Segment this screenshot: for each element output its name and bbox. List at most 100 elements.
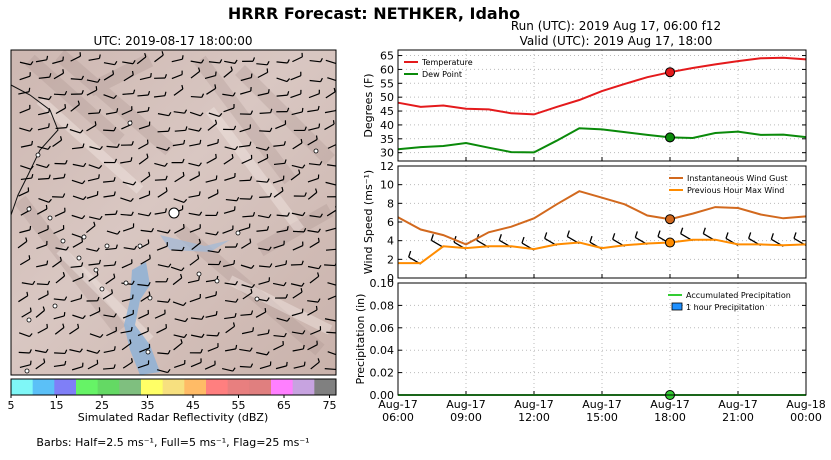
wind-barb [238,223,251,232]
wind-barb [155,277,169,283]
wind-barb [189,348,203,354]
wind-barb [18,291,29,303]
wind-barb [290,89,302,99]
wind-barb [327,164,336,167]
wind-barb [38,290,49,301]
wind-barb [120,157,133,164]
wind-barb [238,141,252,148]
wind-barb [154,162,168,167]
wind-barb [273,159,287,166]
wind-barb [174,224,185,234]
wind-barb [207,119,218,131]
wind-barb [86,78,101,83]
timeseries-barb [544,232,557,246]
wind-barb [52,56,64,65]
wind-barb [205,310,218,318]
y-axis-label: Wind Speed (ms⁻¹) [362,170,375,274]
y-tick-label: 60 [380,63,394,76]
y-tick-label: 50 [380,91,394,104]
wind-barb [34,348,49,354]
wind-barb [20,140,34,148]
wind-barb [36,204,48,215]
wind-barb [18,332,33,338]
wind-barb [103,191,116,198]
wind-barb [86,86,98,96]
x-tick-label-time: 15:00 [586,411,618,424]
wind-barb [137,90,151,97]
wind-barb [205,291,217,299]
wind-barbs [17,51,336,374]
wind-barb [257,153,269,164]
wind-barb [290,169,301,181]
wind-barb [157,187,168,198]
wind-barb [154,74,168,79]
wind-barb [103,177,116,183]
wind-barb [223,206,236,214]
wind-barb [307,188,318,200]
wind-barb [70,262,84,268]
y-tick-label: 45 [380,105,394,118]
valid-time-marker [665,237,675,248]
wind-barb [205,175,218,183]
wind-barb [105,273,116,285]
wind-barb [121,294,134,302]
wind-barb [272,175,285,184]
wind-barb [206,331,220,337]
city-marker [104,243,110,249]
wind-barb [223,260,236,268]
wind-barb [120,197,134,202]
wind-barb [70,100,80,112]
wind-barb [21,307,32,318]
wind-barb [137,327,149,337]
wind-barb [37,225,49,235]
x-tick-label-date: Aug-17 [514,398,553,411]
y-tick-label: 30 [380,147,394,160]
wind-barb [290,260,304,266]
y-tick-label: 4 [387,235,394,248]
y-tick-label: 65 [380,50,394,63]
city-marker [26,206,32,212]
colorbar-cell [76,379,99,395]
legend: Accumulated Precipitation 1 hour Precipit… [668,291,791,312]
wind-barb [36,280,51,286]
y-tick-label: 2 [387,253,394,266]
wind-barb [309,57,323,63]
wind-barb [121,106,133,116]
wind-barb [139,72,152,81]
wind-barb [53,296,68,301]
y-tick-label: 6 [387,216,394,229]
wind-barb [35,306,46,318]
wind-barb [157,111,172,117]
city-marker [147,295,153,301]
wind-barb [86,349,101,354]
wind-barb [156,242,168,251]
x-tick-label-date: Aug-17 [446,398,485,411]
map-reservoir [160,235,230,252]
wind-barb [72,314,86,320]
city-marker [47,215,53,221]
wind-barb [122,309,134,319]
wind-barb [241,154,253,164]
wind-barb [121,339,132,351]
wind-barb [52,256,62,268]
y-tick-label: 40 [380,119,394,132]
wind-barb [173,333,188,339]
wind-barb [292,288,303,299]
wind-barb [291,330,306,335]
wind-barb [53,225,65,235]
wind-barb [276,212,290,217]
colorbar-tick-label: 65 [277,399,291,412]
wind-barb [239,110,254,115]
city-marker [137,243,143,249]
wind-barb [138,139,149,150]
barbs-note: Barbs: Half=2.5 ms⁻¹, Full=5 ms⁻¹, Flag=… [36,436,309,449]
wind-barb [173,109,188,114]
wind-barb [54,349,68,355]
wind-barb [38,95,52,101]
wind-barb [54,207,66,217]
y-tick-label: 0.06 [370,322,395,335]
wind-barb [324,318,336,322]
wind-barb [307,340,318,351]
city-marker [76,255,82,261]
